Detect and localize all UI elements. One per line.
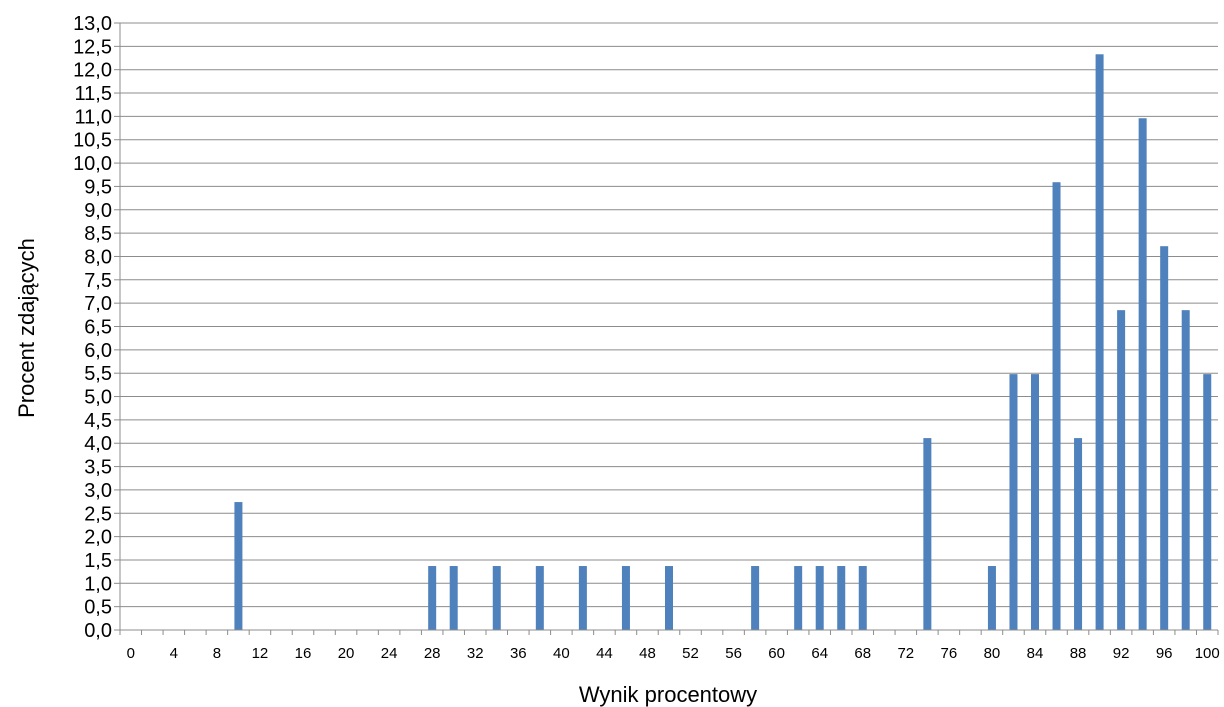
bar — [665, 566, 673, 630]
x-axis-label: Wynik procentowy — [579, 682, 757, 707]
bar — [578, 566, 587, 630]
x-tick-label: 40 — [553, 645, 570, 662]
y-tick-label: 3,0 — [84, 480, 112, 502]
bar — [1031, 374, 1039, 630]
bar — [837, 566, 846, 630]
bar — [858, 566, 867, 630]
x-tick-label: 52 — [682, 645, 699, 662]
bar — [1009, 374, 1018, 630]
bar — [449, 566, 458, 630]
x-tick-label: 68 — [854, 645, 871, 662]
x-tick-label: 36 — [510, 645, 527, 662]
y-tick-label: 7,5 — [84, 270, 112, 292]
bar — [815, 566, 824, 630]
bar — [535, 566, 544, 630]
bar — [1117, 310, 1126, 630]
y-tick-label: 5,5 — [84, 363, 112, 385]
y-tick-label: 12,5 — [73, 36, 112, 58]
x-tick-label: 88 — [1070, 645, 1087, 662]
y-tick-label: 10,0 — [73, 153, 112, 175]
x-tick-label: 92 — [1113, 645, 1130, 662]
y-tick-label: 11,5 — [75, 83, 112, 105]
y-tick-label: 3,5 — [84, 457, 112, 479]
x-tick-label: 84 — [1027, 645, 1044, 662]
y-tick-label: 10,5 — [73, 130, 112, 152]
y-tick-label: 4,0 — [84, 433, 112, 455]
bar — [751, 566, 760, 630]
x-tick-label: 72 — [897, 645, 914, 662]
y-tick-label: 4,5 — [84, 410, 112, 432]
x-tick-label: 4 — [170, 645, 178, 662]
y-tick-label: 7,0 — [84, 293, 112, 315]
x-tick-label: 16 — [295, 645, 312, 662]
y-tick-label: 1,5 — [84, 550, 112, 572]
y-tick-labels: 0,00,51,01,52,02,53,03,54,04,55,05,56,06… — [73, 13, 112, 642]
bar — [492, 566, 501, 630]
x-tick-label: 0 — [127, 645, 135, 662]
x-tick-label: 60 — [768, 645, 785, 662]
bars — [234, 54, 1212, 631]
y-tick-label: 11,0 — [75, 106, 112, 128]
axes — [119, 23, 1219, 635]
x-tick-label: 48 — [639, 645, 656, 662]
x-tick-label: 32 — [467, 645, 484, 662]
y-tick-label: 2,0 — [84, 527, 112, 549]
y-tick-label: 13,0 — [73, 13, 112, 35]
y-tick-label: 8,0 — [84, 246, 112, 268]
x-tick-label: 12 — [252, 645, 269, 662]
x-tick-label: 76 — [941, 645, 958, 662]
x-tick-label: 8 — [213, 645, 221, 662]
y-tick-label: 0,5 — [84, 597, 112, 619]
bar — [1138, 118, 1147, 630]
bar — [987, 566, 996, 630]
bar — [234, 502, 243, 630]
bar — [1074, 438, 1083, 630]
x-tick-label: 56 — [725, 645, 742, 662]
bar — [1052, 182, 1061, 630]
bar — [428, 566, 437, 630]
y-tick-label: 1,0 — [84, 573, 112, 595]
gridlines — [114, 22, 1218, 631]
y-tick-label: 6,5 — [84, 317, 112, 339]
x-tick-labels: 0 4 8 12 16 20 24 28 32 36 40 44 48 52 56 60 64 68 72 76 80 8… — [127, 645, 1220, 662]
y-axis-label: Procent zdających — [14, 238, 39, 418]
y-tick-label: 12,0 — [73, 60, 112, 82]
bar — [1160, 246, 1169, 631]
bar — [1095, 54, 1104, 630]
bar — [794, 566, 803, 630]
x-tick-label: 28 — [424, 645, 441, 662]
bar — [1181, 310, 1190, 630]
bar — [923, 438, 932, 630]
y-tick-label: 9,0 — [84, 200, 112, 222]
x-tick-label: 96 — [1156, 645, 1173, 662]
x-tick-label: 64 — [811, 645, 828, 662]
x-tick-label: 100 — [1195, 645, 1220, 662]
x-tick-label: 80 — [984, 645, 1001, 662]
bar — [621, 566, 630, 630]
x-tick-label: 44 — [596, 645, 613, 662]
x-tick-label: 24 — [381, 645, 398, 662]
y-tick-label: 8,5 — [84, 223, 112, 245]
y-tick-label: 2,5 — [84, 503, 112, 525]
y-tick-label: 0,0 — [84, 620, 112, 642]
y-tick-label: 6,0 — [84, 340, 112, 362]
y-tick-label: 9,5 — [84, 176, 112, 198]
bar — [1203, 374, 1212, 630]
y-tick-label: 5,0 — [84, 387, 112, 409]
x-tick-label: 20 — [338, 645, 355, 662]
